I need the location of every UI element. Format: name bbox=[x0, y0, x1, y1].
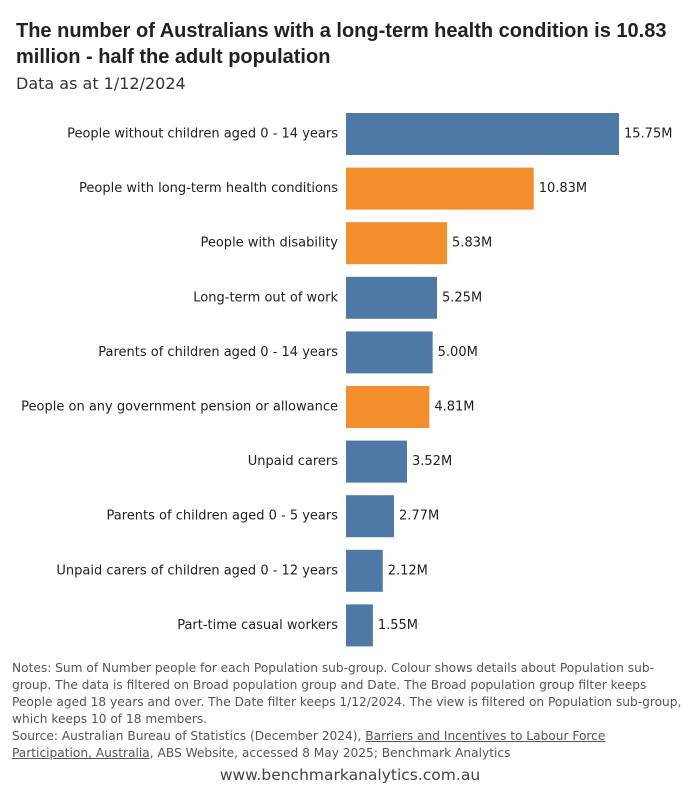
value-label: 5.00M bbox=[438, 345, 478, 360]
bar[interactable] bbox=[346, 167, 534, 210]
bar[interactable] bbox=[346, 495, 395, 538]
value-label: 4.81M bbox=[434, 400, 474, 415]
source-suffix: , ABS Website, accessed 8 May 2025; Benc… bbox=[149, 746, 511, 760]
category-label: Unpaid carers of children aged 0 - 12 ye… bbox=[56, 563, 338, 578]
category-label: People with long-term health conditions bbox=[79, 181, 338, 196]
value-label: 1.55M bbox=[378, 618, 418, 633]
category-label: People with disability bbox=[200, 236, 338, 251]
source-text: Source: Australian Bureau of Statistics … bbox=[12, 728, 688, 762]
category-label: Parents of children aged 0 - 5 years bbox=[107, 509, 339, 524]
bar[interactable] bbox=[346, 331, 433, 374]
notes-text: Notes: Sum of Number people for each Pop… bbox=[12, 661, 682, 726]
bar[interactable] bbox=[346, 440, 408, 483]
category-label: Unpaid carers bbox=[248, 454, 338, 469]
notes-block: Notes: Sum of Number people for each Pop… bbox=[12, 660, 688, 762]
value-label: 10.83M bbox=[539, 181, 587, 196]
chart-subtitle: Data as at 1/12/2024 bbox=[16, 74, 186, 93]
value-label: 15.75M bbox=[624, 127, 672, 142]
category-label: Parents of children aged 0 - 14 years bbox=[98, 345, 338, 360]
bar[interactable] bbox=[346, 113, 619, 155]
category-label: People without children aged 0 - 14 year… bbox=[67, 127, 338, 142]
value-label: 2.12M bbox=[388, 563, 428, 578]
value-label: 5.83M bbox=[452, 236, 492, 251]
bar-chart: People without children aged 0 - 14 year… bbox=[21, 113, 672, 647]
category-label: Part-time casual workers bbox=[177, 618, 338, 633]
value-label: 3.52M bbox=[412, 454, 452, 469]
bar[interactable] bbox=[346, 604, 373, 647]
value-label: 5.25M bbox=[442, 290, 482, 305]
value-label: 2.77M bbox=[399, 509, 439, 524]
chart-title: The number of Australians with a long-te… bbox=[16, 20, 667, 68]
bar[interactable] bbox=[346, 549, 383, 592]
website-url[interactable]: www.benchmarkanalytics.com.au bbox=[219, 766, 481, 784]
bar[interactable] bbox=[346, 386, 430, 428]
bar[interactable] bbox=[346, 222, 448, 265]
bar[interactable] bbox=[346, 276, 437, 319]
source-link[interactable]: Barriers and Incentives to Labour Force … bbox=[12, 729, 606, 760]
source-prefix: Source: Australian Bureau of Statistics … bbox=[12, 729, 366, 743]
category-label: People on any government pension or allo… bbox=[21, 400, 338, 415]
category-label: Long-term out of work bbox=[193, 290, 338, 305]
